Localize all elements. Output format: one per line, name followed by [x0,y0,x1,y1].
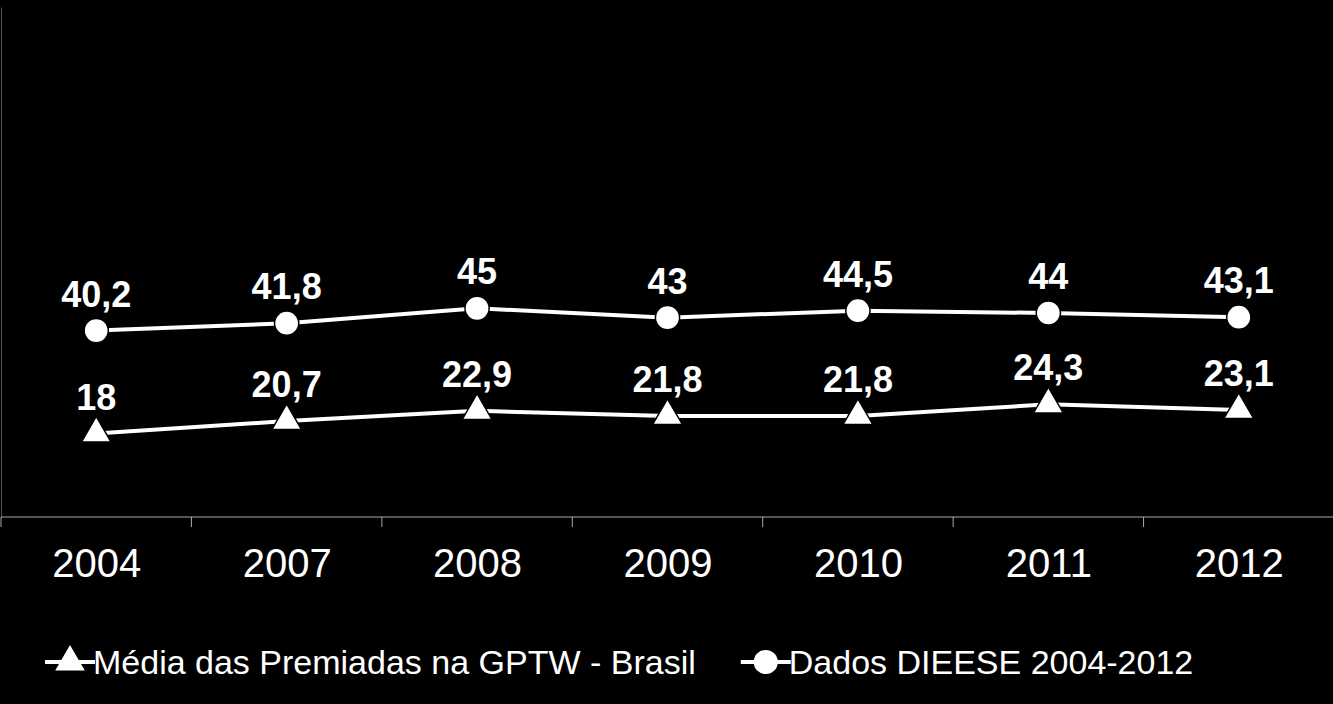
data-label: 24,3 [1013,347,1083,388]
data-label: 41,8 [252,266,322,307]
x-tick-label: 2009 [624,541,713,585]
plot-area [81,296,1253,442]
data-label: 44,5 [823,254,893,295]
x-tick: 2009 [624,541,713,585]
legend: Média das Premiadas na GPTW - Brasil Dado… [45,643,1193,681]
marker [843,399,873,425]
legend-item: Dados DIEESE 2004-2012 [741,643,1193,681]
marker [846,299,870,323]
x-tick-label: 2012 [1195,541,1284,585]
data-label: 21,8 [632,359,702,400]
data-label: 22,9 [442,354,512,395]
x-tick-label: 2007 [243,541,332,585]
category-separator [191,517,192,527]
x-tick-label: 2011 [1006,541,1092,585]
x-tick: 2012 [1195,541,1284,585]
legend-label: Média das Premiadas na GPTW - Brasil [93,643,696,681]
marker [655,306,679,330]
data-labels: 18 20,7 22,9 21,8 21,8 24,3 23,1 40,2 41,8 45 43 44… [61,251,1274,417]
category-separator [762,517,763,527]
category-separator [953,517,954,527]
marker [84,319,108,343]
legend-item: Média das Premiadas na GPTW - Brasil [45,643,696,681]
marker [1034,387,1064,413]
marker [653,399,683,425]
x-tick: 2007 [243,541,332,585]
x-tick: 2008 [433,541,522,585]
marker [462,394,492,420]
x-tick-label: 2008 [433,541,522,585]
marker [275,311,299,335]
x-tick: 2004 [52,541,141,585]
data-label: 23,1 [1204,353,1274,394]
data-label: 45 [457,251,497,292]
y-axis-line [1,8,2,518]
chart: 2004 2007 2008 2009 2010 2011 2012 18 20,7 22,9 21… [0,0,1333,704]
legend-symbol [55,645,85,671]
data-label: 43,1 [1204,260,1274,301]
data-label: 18 [76,377,116,418]
category-separator [1,517,2,527]
data-label: 40,2 [61,274,131,315]
category-separator [572,517,573,527]
x-tick: 2010 [814,541,903,585]
x-tick-label: 2010 [814,541,903,585]
data-label: 44 [1028,256,1068,297]
legend-symbol [754,650,778,674]
marker [1227,305,1251,329]
marker [1036,301,1060,325]
data-label: 20,7 [252,364,322,405]
marker [465,296,489,320]
marker [272,404,302,430]
category-separator [1143,517,1144,527]
legend-label: Dados DIEESE 2004-2012 [789,643,1193,681]
y-axis [1,8,2,518]
background [0,0,1333,704]
x-axis-line [1,517,1333,518]
x-axis: 2004 2007 2008 2009 2010 2011 2012 [1,517,1333,585]
marker [81,416,111,442]
data-label: 43 [647,261,687,302]
marker [1224,393,1254,419]
data-label: 21,8 [823,359,893,400]
category-separator [381,517,382,527]
x-tick: 2011 [1006,541,1092,585]
x-tick-label: 2004 [52,541,141,585]
